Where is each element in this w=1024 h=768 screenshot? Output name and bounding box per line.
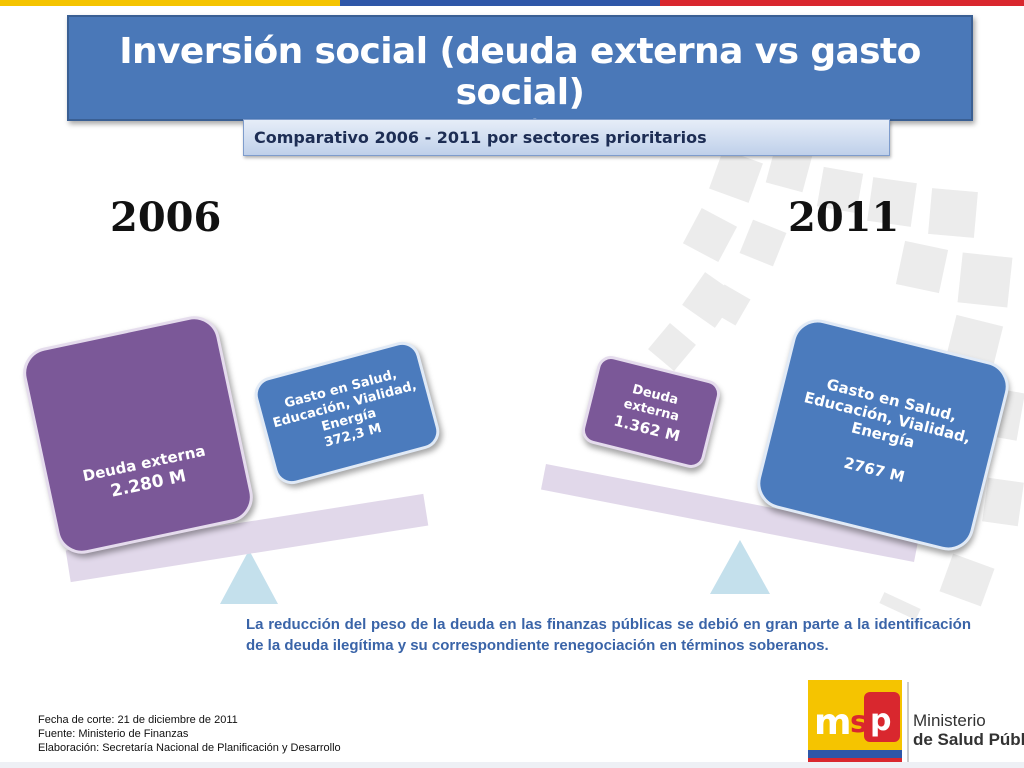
- fulcrum-2011-icon: [710, 540, 770, 594]
- explanation-note: La reducción del peso de la deuda en las…: [246, 616, 971, 654]
- comparison-banner: Comparativo 2006 - 2011 por sectores pri…: [243, 119, 890, 156]
- title-banner: Inversión social (deuda externa vs gasto…: [67, 15, 973, 141]
- ministry-logo: m p s Ministerio de Salud Públic: [808, 680, 1024, 764]
- svg-text:p: p: [870, 703, 891, 738]
- year-2011-label: 2011: [788, 194, 900, 241]
- bottom-stripe: [0, 762, 1024, 768]
- year-2006-label: 2006: [110, 194, 222, 241]
- footer-author: Elaboración: Secretaría Nacional de Plan…: [38, 742, 341, 754]
- svg-text:m: m: [814, 702, 852, 743]
- logo-line1: Ministerio: [913, 711, 986, 730]
- fulcrum-2006-icon: [220, 550, 278, 604]
- debt-card-2006: Deuda externa 2.280 M: [18, 311, 258, 559]
- footer-notes: Fecha de corte: 21 de diciembre de 2011 …: [38, 713, 341, 755]
- footer-source: Fuente: Ministerio de Finanzas: [38, 728, 189, 740]
- social-2011-value: 2767 M: [842, 453, 907, 487]
- svg-text:s: s: [850, 705, 868, 740]
- slide-title: Inversión social (deuda externa vs gasto…: [119, 31, 921, 113]
- footer-date: Fecha de corte: 21 de diciembre de 2011: [38, 714, 238, 726]
- logo-line2: de Salud Públic: [913, 730, 1024, 749]
- top-color-stripe: [0, 0, 1024, 6]
